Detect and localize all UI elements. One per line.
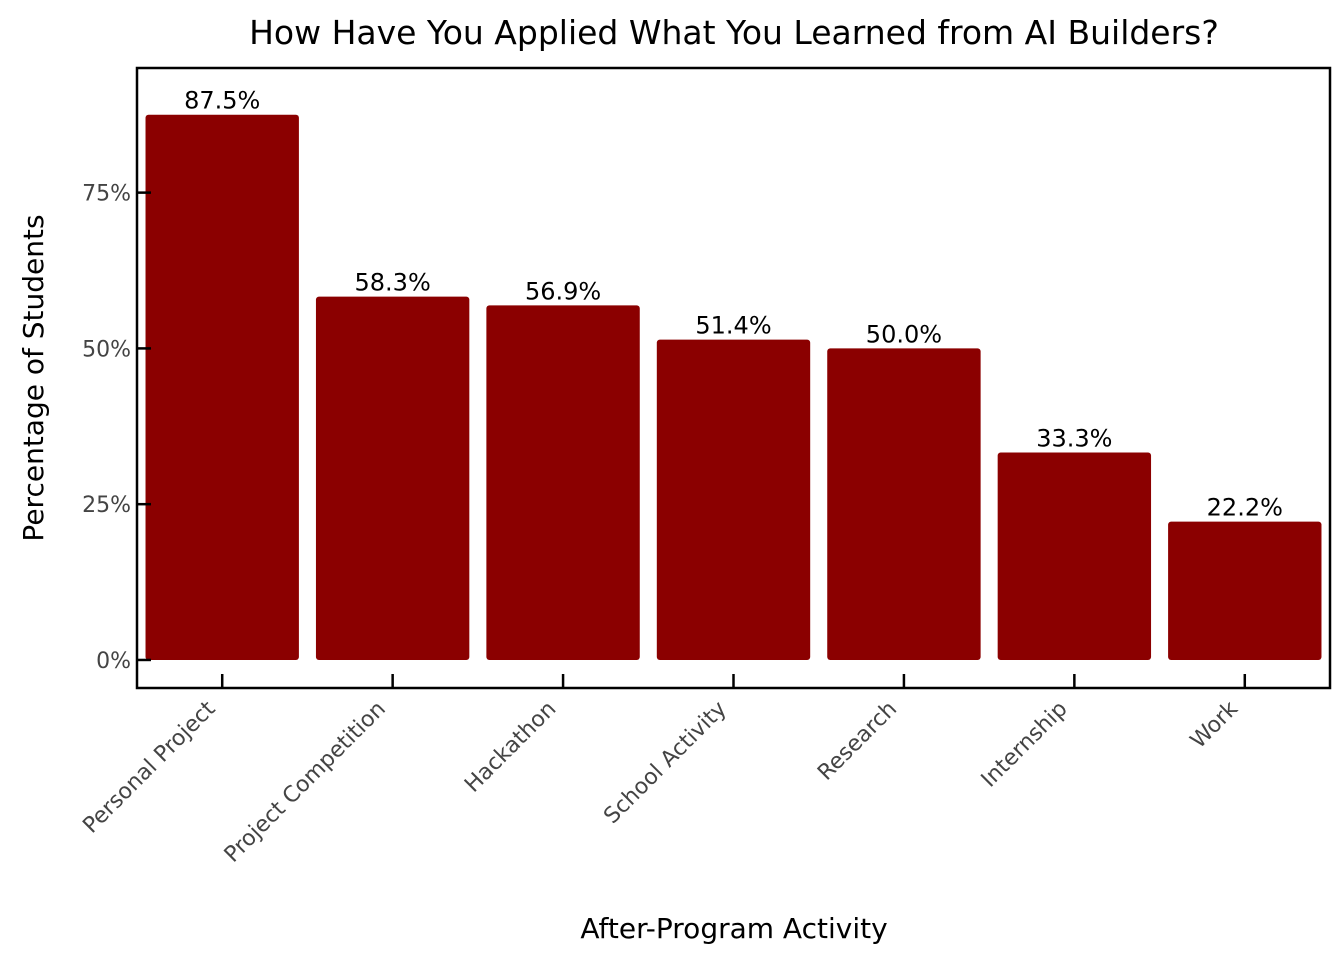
bar bbox=[997, 452, 1152, 660]
bar bbox=[1168, 521, 1322, 660]
bar bbox=[315, 296, 470, 660]
x-tick-label: Internship bbox=[977, 697, 1073, 793]
bar-value-label: 22.2% bbox=[1207, 494, 1283, 522]
chart-title: How Have You Applied What You Learned fr… bbox=[249, 13, 1219, 52]
x-axis-label: After-Program Activity bbox=[580, 912, 887, 945]
bar-value-label: 50.0% bbox=[866, 320, 942, 348]
y-tick-label: 75% bbox=[82, 182, 131, 207]
x-tick-label: School Activity bbox=[599, 697, 731, 829]
bar bbox=[486, 305, 640, 660]
x-tick-label: Work bbox=[1186, 696, 1243, 753]
bar-value-label: 56.9% bbox=[525, 277, 601, 305]
y-tick-label: 50% bbox=[82, 337, 131, 362]
bar-value-label: 87.5% bbox=[184, 87, 260, 115]
x-tick-label: Research bbox=[813, 697, 902, 786]
x-tick-label: Hackathon bbox=[460, 697, 561, 798]
bar-value-label: 51.4% bbox=[695, 312, 771, 340]
bar-value-label: 33.3% bbox=[1036, 424, 1112, 452]
bar bbox=[656, 339, 811, 660]
y-axis-label: Percentage of Students bbox=[17, 214, 50, 541]
y-tick-label: 25% bbox=[82, 493, 131, 518]
x-tick-label: Project Competition bbox=[220, 697, 391, 868]
y-tick-label: 0% bbox=[96, 649, 131, 674]
bar bbox=[827, 348, 981, 660]
x-tick-label: Personal Project bbox=[78, 696, 220, 838]
bar-value-label: 58.3% bbox=[355, 269, 431, 297]
plot-area: 87.5% Personal Project 58.3% Project Compet… bbox=[78, 66, 1332, 868]
bar bbox=[145, 114, 299, 660]
